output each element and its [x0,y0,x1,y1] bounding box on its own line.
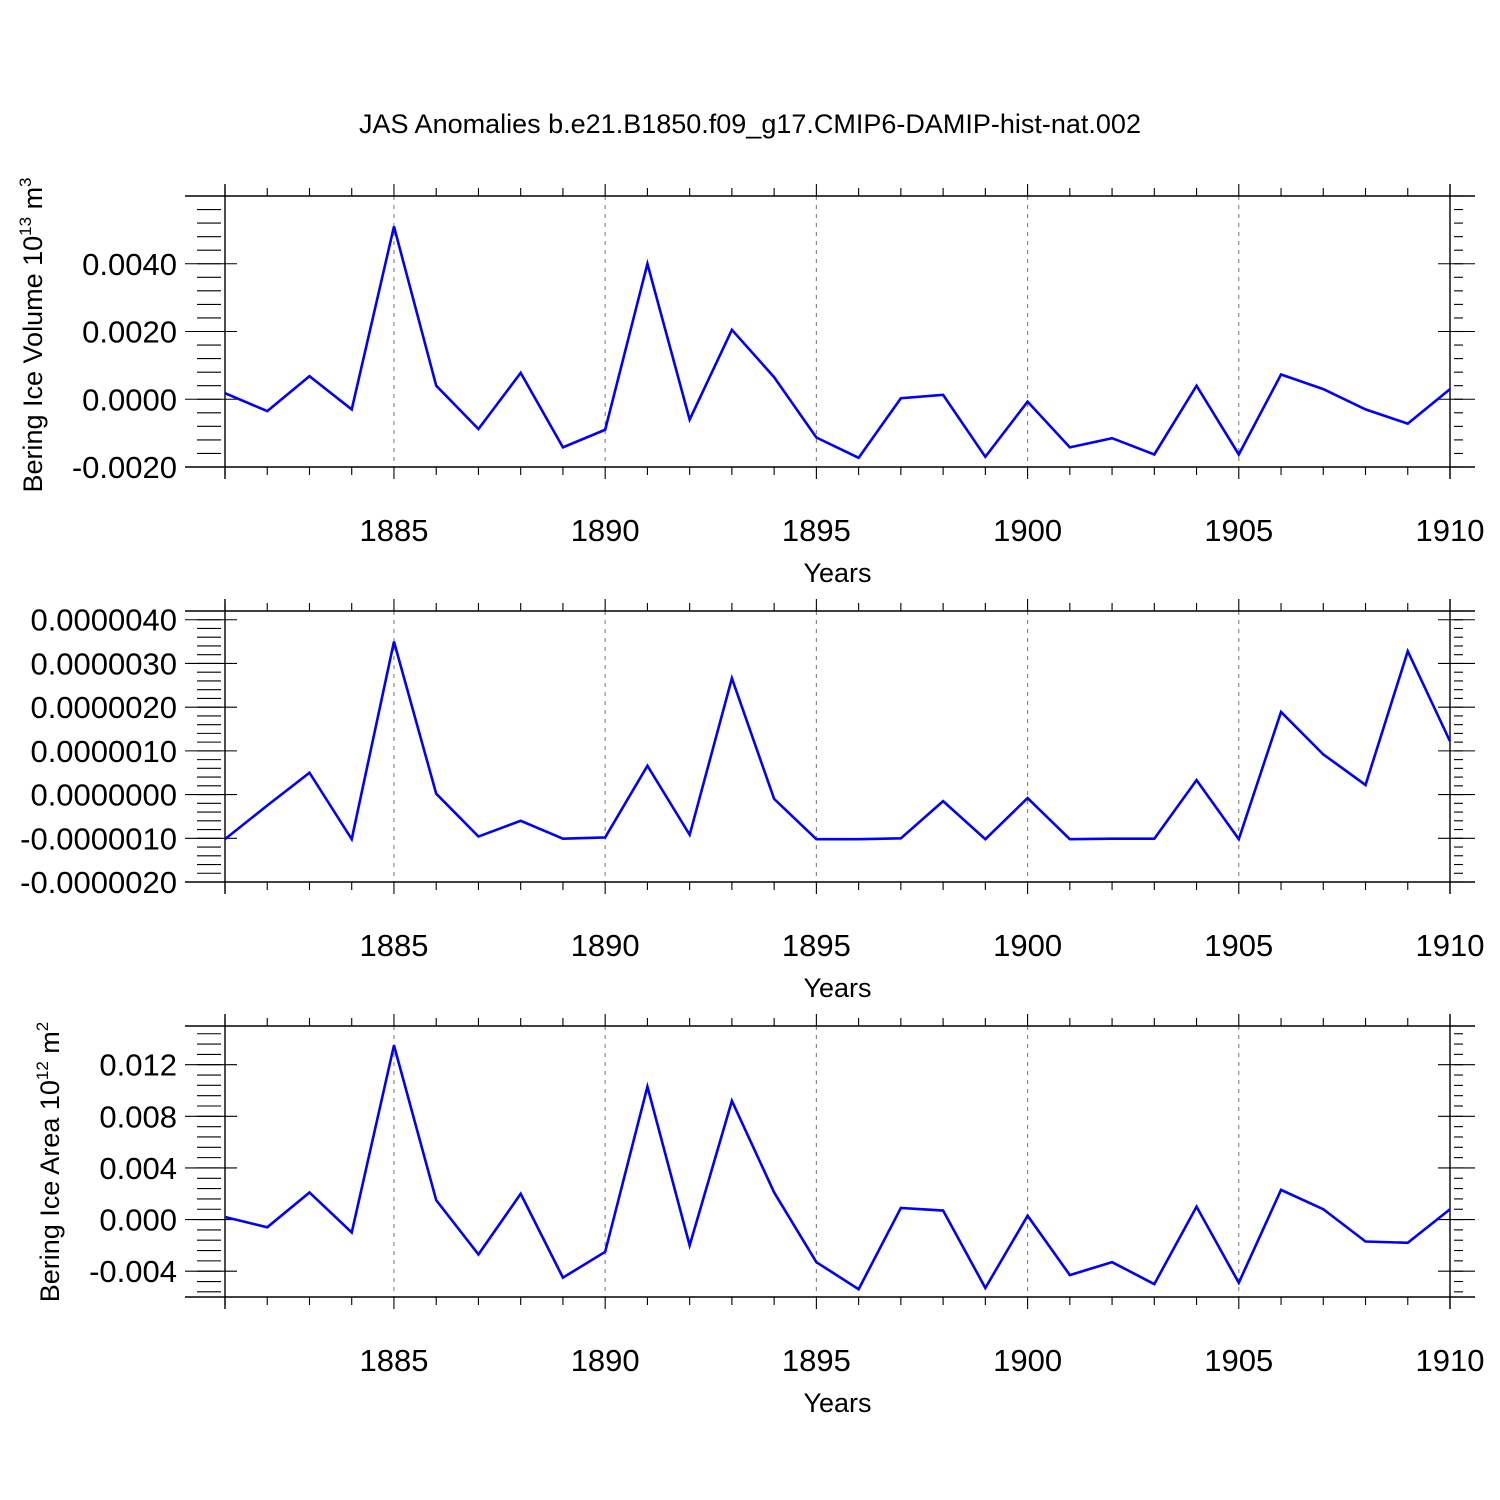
x-tick-label: 1895 [782,513,851,548]
x-axis-title: Years [803,973,871,1003]
y-tick-label: 0.0000010 [30,734,177,769]
chart-panel-3: 1885 1890 1895 1900 1905 1910 Years -0.004 0.000… [33,1014,1484,1418]
y-axis-title: Bering Ice Volume 1013 m3 [16,177,48,492]
x-tick-label: 1900 [993,1343,1062,1378]
x-tick-label: 1910 [1416,513,1485,548]
y-tick-label: 0.0000 [82,382,177,417]
y-axis-title: Bering Ice Area 1012 m2 [33,1022,65,1303]
y-tick-label: 0.0000040 [30,603,177,638]
x-tick-label: 1900 [993,928,1062,963]
x-tick-label: 1905 [1204,513,1273,548]
y-tick-label: 0.0000020 [30,690,177,725]
x-tick-label: 1890 [571,928,640,963]
x-tick-label: 1905 [1204,1343,1273,1378]
series-line [224,1045,1451,1292]
series-line [224,226,1451,460]
series-line [224,641,1452,843]
chart-panel-1: 1885 1890 1895 1900 1905 1910 Years -0.0020 0.00… [16,177,1484,588]
y-axis-title-unit: m [18,187,48,217]
y-tick-label: 0.000 [99,1203,177,1238]
y-tick-label: 0.012 [99,1048,177,1083]
x-tick-label: 1890 [571,1343,640,1378]
chart-panel-2: 1885 1890 1895 1900 1905 1910 Years -0.0000020 -… [20,599,1484,1003]
y-tick-label: 0.0000030 [30,646,177,681]
x-tick-label: 1885 [359,928,428,963]
y-tick-label: -0.0020 [72,450,177,485]
x-tick-label: 1890 [571,513,640,548]
x-tick-label: 1905 [1204,928,1273,963]
x-axis-title: Years [803,1388,871,1418]
x-tick-label: 1900 [993,513,1062,548]
y-tick-label: 0.008 [99,1099,177,1134]
y-axis-title-exponent: 12 [33,1061,52,1080]
y-axis-title-main: Bering Ice Volume 10 [18,236,48,493]
x-tick-label: 1895 [782,1343,851,1378]
y-tick-label: -0.0000020 [20,865,177,900]
y-axis-title-unit: m [35,1031,65,1061]
y-axis-title-main: Bering Ice Area 10 [35,1080,65,1302]
y-tick-label: -0.004 [89,1254,177,1289]
x-tick-label: 1885 [359,1343,428,1378]
y-tick-label: 0.0020 [82,315,177,350]
x-tick-label: 1895 [782,928,851,963]
x-tick-label: 1910 [1416,928,1485,963]
y-axis-title-unit-exponent: 3 [16,177,35,186]
x-axis-title: Years [803,558,871,588]
y-axis-title-exponent: 13 [16,217,35,236]
figure-title: JAS Anomalies b.e21.B1850.f09_g17.CMIP6-… [359,109,1141,139]
panels: 1885 1890 1895 1900 1905 1910 Years -0.0020 0.00… [16,177,1484,1418]
x-tick-label: 1910 [1416,1343,1485,1378]
y-tick-label: 0.0000000 [30,778,177,813]
y-tick-label: -0.0000010 [20,821,177,856]
x-tick-label: 1885 [359,513,428,548]
y-tick-label: 0.004 [99,1151,177,1186]
y-axis-title-unit-exponent: 2 [33,1022,52,1031]
y-tick-label: 0.0040 [82,247,177,282]
